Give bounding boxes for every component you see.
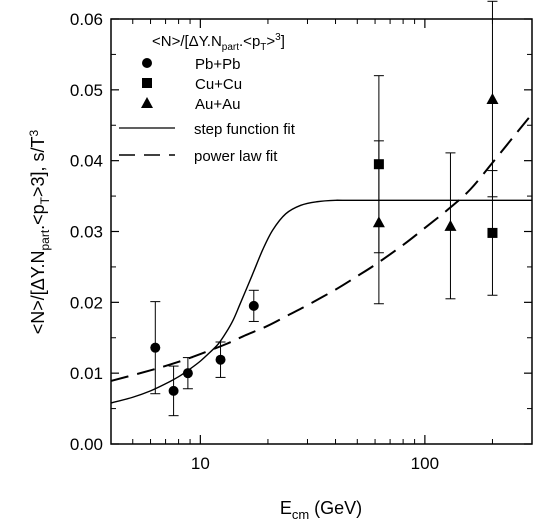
pbpb-point — [168, 385, 179, 396]
pbpb-point — [150, 342, 161, 353]
y-tick-label: 0.02 — [70, 293, 103, 312]
legend-label-auau: Au+Au — [195, 96, 240, 113]
legend-marker-square — [142, 78, 152, 88]
legend-marker-circle — [142, 58, 152, 68]
data-markers — [150, 93, 499, 396]
legend-label-step-fit: step function fit — [194, 121, 296, 138]
x-tick-labels: 10 100 — [191, 454, 439, 473]
fit-curves — [110, 113, 533, 404]
x-tick-label: 100 — [411, 454, 439, 473]
plot-frame — [110, 18, 533, 445]
x-axis-label: Ecm (GeV) — [280, 498, 362, 522]
auau-point — [372, 216, 385, 228]
y-tick-label: 0.03 — [70, 223, 103, 242]
legend-label-pbpb: Pb+Pb — [195, 56, 240, 73]
y-tick-label: 0.01 — [70, 364, 103, 383]
axis-ticks — [110, 18, 533, 445]
pbpb-point — [182, 368, 193, 379]
legend-label-cucu: Cu+Cu — [195, 76, 242, 93]
y-tick-label: 0.06 — [70, 10, 103, 29]
cucu-point — [373, 159, 384, 170]
legend-label-power-fit: power law fit — [194, 148, 278, 165]
y-tick-label: 0.00 — [70, 435, 103, 454]
x-axis-label-rest: (GeV) — [309, 498, 362, 518]
legend-marker-triangle — [141, 97, 153, 108]
step-function-fit-line — [110, 199, 532, 404]
legend-title: <N>/[ΔY.Npart.<pT>3] — [152, 32, 285, 53]
x-tick-label: 10 — [191, 454, 210, 473]
pbpb-point — [248, 300, 259, 311]
y-tick-labels: 0.00 0.01 0.02 0.03 0.04 0.05 0.06 — [70, 10, 103, 454]
pbpb-point — [215, 354, 226, 365]
y-tick-label: 0.05 — [70, 81, 103, 100]
y-axis-label: <N>/[ΔY.Npart.<pT>3], s/T3 — [27, 129, 52, 334]
x-axis-label-main: E — [280, 498, 292, 518]
auau-point — [486, 93, 499, 105]
power-law-fit-line — [110, 113, 533, 382]
cucu-point — [487, 227, 498, 238]
legend: <N>/[ΔY.Npart.<pT>3] Pb+Pb Cu+Cu Au+Au s… — [119, 32, 296, 165]
x-axis-label-sub: cm — [292, 507, 309, 522]
auau-point — [444, 219, 457, 231]
y-tick-label: 0.04 — [70, 152, 103, 171]
